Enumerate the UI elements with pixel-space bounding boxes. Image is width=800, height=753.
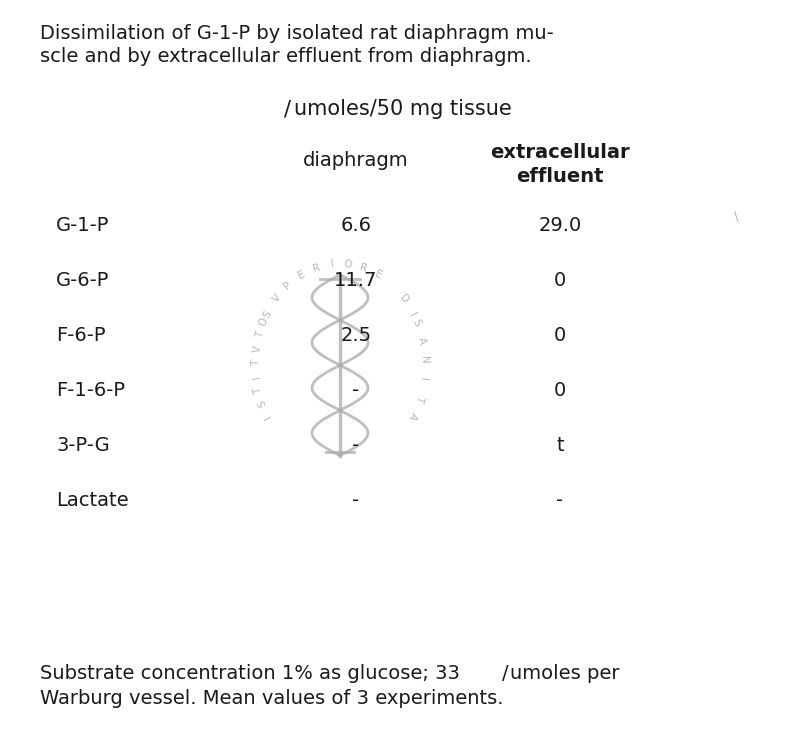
Text: V: V [251, 344, 262, 353]
Text: 0: 0 [554, 381, 566, 401]
Text: A: A [406, 410, 419, 422]
Text: G-1-P: G-1-P [56, 216, 110, 236]
Text: A: A [416, 336, 427, 346]
Text: effluent: effluent [516, 167, 604, 186]
Text: T: T [254, 331, 266, 340]
Text: I: I [251, 374, 262, 379]
Text: -: - [353, 381, 359, 401]
Text: F-1-6-P: F-1-6-P [56, 381, 125, 401]
Text: Substrate concentration 1% as glucose; 33: Substrate concentration 1% as glucose; 3… [40, 664, 460, 683]
Text: /: / [284, 99, 291, 120]
Text: -: - [353, 436, 359, 456]
Text: I: I [418, 377, 428, 382]
Text: extracellular: extracellular [490, 143, 630, 162]
Text: P: P [282, 279, 294, 291]
Text: 0: 0 [554, 271, 566, 291]
Text: scle and by extracellular effluent from diaphragm.: scle and by extracellular effluent from … [40, 47, 532, 66]
Text: I: I [330, 259, 334, 269]
Text: E: E [296, 269, 306, 281]
Text: Dissimilation of G-1-P by isolated rat diaphragm mu-: Dissimilation of G-1-P by isolated rat d… [40, 24, 554, 43]
Text: O: O [343, 258, 353, 270]
Text: T: T [251, 359, 261, 366]
Text: I: I [262, 412, 272, 420]
Text: 3-P-G: 3-P-G [56, 436, 110, 456]
Text: -: - [557, 491, 563, 511]
Text: O: O [258, 316, 270, 328]
Text: N: N [418, 355, 429, 364]
Text: I: I [408, 310, 418, 319]
Text: umoles/50 mg tissue: umoles/50 mg tissue [294, 99, 512, 120]
Text: 11.7: 11.7 [334, 271, 378, 291]
Text: -: - [353, 491, 359, 511]
Text: R: R [359, 262, 369, 273]
Text: Lactate: Lactate [56, 491, 129, 511]
Text: S: S [410, 317, 422, 328]
Text: D: D [397, 292, 410, 305]
Text: 0: 0 [554, 326, 566, 346]
Text: T: T [253, 386, 264, 395]
Text: \: \ [734, 210, 738, 224]
Text: T: T [414, 394, 425, 403]
Text: 29.0: 29.0 [538, 216, 582, 236]
Text: F-6-P: F-6-P [56, 326, 106, 346]
Text: S: S [262, 309, 274, 320]
Text: 6.6: 6.6 [341, 216, 371, 236]
Text: /: / [502, 664, 509, 683]
Text: diaphragm: diaphragm [303, 151, 409, 169]
Text: G-6-P: G-6-P [56, 271, 110, 291]
Text: E: E [374, 269, 384, 281]
Text: t: t [556, 436, 564, 456]
Text: V: V [270, 293, 282, 305]
Text: R: R [311, 262, 321, 273]
Text: 2.5: 2.5 [341, 326, 371, 346]
Text: Warburg vessel. Mean values of 3 experiments.: Warburg vessel. Mean values of 3 experim… [40, 689, 503, 708]
Text: S: S [256, 398, 268, 408]
Text: umoles per: umoles per [510, 664, 620, 683]
